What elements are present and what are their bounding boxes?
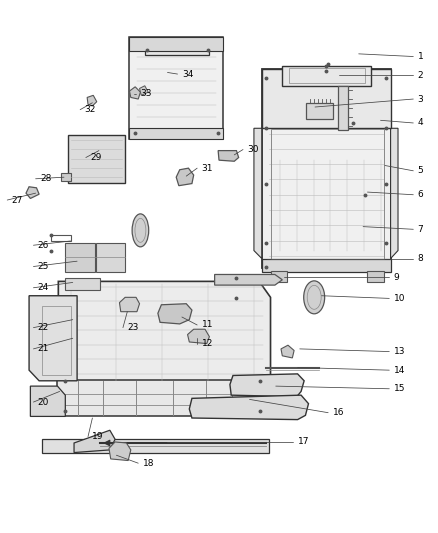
Polygon shape: [130, 128, 223, 139]
Text: 22: 22: [38, 323, 49, 332]
Polygon shape: [230, 374, 304, 397]
Text: 12: 12: [201, 339, 213, 348]
Text: 17: 17: [297, 438, 309, 447]
Polygon shape: [262, 69, 391, 128]
Text: 5: 5: [418, 166, 424, 175]
Text: 15: 15: [394, 384, 405, 393]
Polygon shape: [338, 86, 348, 131]
Text: 26: 26: [38, 241, 49, 250]
Polygon shape: [65, 278, 100, 290]
Text: 3: 3: [418, 94, 424, 103]
Polygon shape: [87, 95, 97, 106]
Polygon shape: [271, 271, 287, 282]
Polygon shape: [145, 38, 209, 55]
Bar: [42, 306, 71, 375]
Polygon shape: [65, 243, 95, 272]
Polygon shape: [130, 37, 223, 51]
Text: 14: 14: [394, 366, 405, 375]
Polygon shape: [367, 271, 384, 282]
Polygon shape: [306, 103, 333, 119]
Text: 2: 2: [418, 70, 423, 79]
Polygon shape: [58, 281, 271, 382]
Text: 6: 6: [418, 190, 424, 199]
Text: 23: 23: [127, 323, 139, 332]
Polygon shape: [61, 173, 71, 181]
Text: 27: 27: [12, 196, 23, 205]
Text: 9: 9: [394, 273, 399, 281]
Text: 16: 16: [332, 408, 344, 417]
Polygon shape: [130, 37, 223, 139]
Polygon shape: [120, 297, 140, 312]
Text: 4: 4: [418, 118, 423, 127]
Text: 24: 24: [38, 283, 49, 292]
Text: 13: 13: [394, 347, 405, 356]
Text: 34: 34: [182, 70, 193, 78]
Polygon shape: [29, 296, 77, 381]
Polygon shape: [391, 128, 398, 259]
Polygon shape: [283, 66, 371, 86]
Ellipse shape: [132, 214, 149, 247]
Polygon shape: [30, 386, 65, 416]
Polygon shape: [176, 168, 194, 185]
Bar: [42, 439, 269, 453]
Text: 31: 31: [201, 164, 213, 173]
Polygon shape: [74, 430, 115, 453]
Polygon shape: [189, 395, 308, 419]
Polygon shape: [96, 243, 125, 272]
Text: 25: 25: [38, 262, 49, 271]
Text: 32: 32: [85, 105, 96, 114]
Polygon shape: [215, 274, 283, 285]
Text: 33: 33: [141, 89, 152, 98]
Polygon shape: [140, 86, 148, 95]
Text: 11: 11: [201, 320, 213, 329]
Polygon shape: [262, 69, 391, 268]
Text: 29: 29: [90, 153, 102, 162]
Text: 1: 1: [418, 52, 424, 61]
Text: 18: 18: [143, 459, 154, 467]
Polygon shape: [26, 187, 39, 198]
Polygon shape: [218, 151, 239, 161]
Text: 8: 8: [418, 254, 424, 263]
Polygon shape: [130, 87, 141, 99]
Bar: [57, 380, 266, 416]
Text: 28: 28: [40, 174, 51, 183]
Text: 30: 30: [247, 145, 259, 154]
Text: 19: 19: [92, 432, 104, 441]
Polygon shape: [187, 329, 209, 344]
Polygon shape: [109, 442, 131, 461]
Polygon shape: [281, 345, 294, 358]
Ellipse shape: [304, 281, 325, 314]
Polygon shape: [262, 259, 391, 272]
Text: 10: 10: [394, 294, 405, 303]
Text: 7: 7: [418, 225, 424, 234]
Polygon shape: [158, 304, 192, 324]
Text: 20: 20: [38, 398, 49, 407]
Polygon shape: [254, 128, 262, 259]
Polygon shape: [68, 135, 125, 182]
Text: 21: 21: [38, 344, 49, 353]
